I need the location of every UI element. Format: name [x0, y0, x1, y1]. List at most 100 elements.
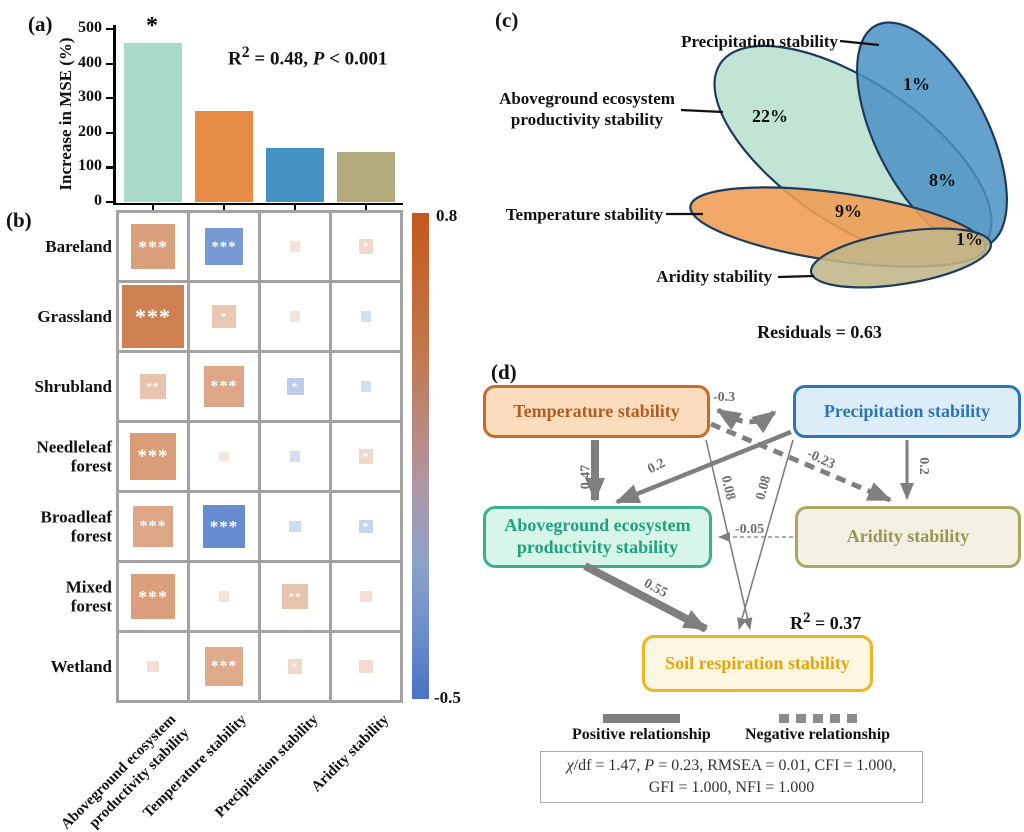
matrix-cell [332, 353, 400, 420]
venn-pct-overlap: 8% [929, 170, 956, 190]
colorbar-max-label: 0.8 [436, 206, 458, 225]
matrix-cell-square [289, 311, 301, 322]
bar-1 [124, 42, 182, 202]
matrix-cell [332, 633, 400, 700]
matrix-cell: ** [119, 353, 187, 420]
legend-positive-label: Positive relationship [572, 726, 711, 743]
panel-a-tag: (a) [28, 12, 53, 36]
legend-negative-label: Negative relationship [745, 726, 891, 743]
matrix-row-label: Mixed forest [65, 576, 112, 616]
matrix-cell-square [147, 660, 159, 673]
sem-arrow-temp-precip [716, 407, 777, 434]
panel-a-y-axis [113, 25, 116, 205]
matrix-cell-square: * [358, 239, 374, 254]
sem-coef-temp-precip: -0.3 [713, 390, 736, 405]
matrix-cell-square: *** [202, 505, 246, 548]
panel-c-tag: (c) [495, 8, 519, 32]
matrix-cell: *** [119, 213, 187, 280]
y-tick-label: 400 [78, 53, 102, 71]
y-tick [106, 201, 114, 204]
sem-coef-aridity-aep: -0.05 [735, 522, 765, 537]
y-tick-label: 0 [94, 192, 102, 209]
matrix-cell-square [289, 520, 301, 533]
venn-label-precipitation: Precipitation stability [681, 32, 838, 51]
matrix-cell-square [360, 590, 372, 603]
matrix-cell-square [289, 241, 301, 252]
matrix-cell-square: *** [121, 285, 185, 348]
matrix-cell-square: ** [282, 583, 308, 610]
sem-box-soil: Soil respiration stability [642, 635, 873, 692]
matrix-cell [332, 283, 400, 350]
y-tick [106, 166, 114, 169]
matrix-cell-square: *** [129, 433, 177, 480]
matrix-cell: *** [119, 493, 187, 560]
x-tick [223, 205, 226, 211]
colorbar-min-label: -0.5 [434, 688, 461, 707]
y-tick [106, 62, 114, 65]
matrix-row-label: Needleleaf forest [36, 436, 112, 476]
y-tick [106, 97, 114, 100]
colorbar [412, 213, 429, 699]
matrix-cell-square [360, 311, 372, 322]
panel-a-annotation: R2 = 0.48, P < 0.001 [228, 44, 388, 70]
matrix-cell: * [332, 213, 400, 280]
matrix-cell-square: ** [140, 373, 166, 400]
matrix-cell: *** [190, 633, 258, 700]
fit-statistics-box: χ/df = 1.47, P = 0.23, RMSEA = 0.01, CFI… [540, 751, 923, 803]
fit-statistics-line1: χ/df = 1.47, P = 0.23, RMSEA = 0.01, CFI… [566, 757, 897, 775]
matrix-cell: *** [119, 283, 187, 350]
panel-a-x-axis [113, 202, 403, 205]
x-tick [294, 205, 297, 211]
matrix-cell-square: *** [130, 574, 176, 619]
venn-pct-temp: 9% [835, 201, 862, 221]
matrix-cell-square: * [358, 449, 374, 464]
matrix-cell [261, 493, 329, 560]
matrix-cell-square [359, 659, 373, 674]
sem-box-aep: Aboveground ecosystem productivity stabi… [483, 506, 712, 568]
legend-positive-line [603, 714, 680, 723]
matrix-row-label: Grassland [37, 306, 112, 326]
matrix-cell-square [218, 591, 230, 602]
matrix-cell [261, 283, 329, 350]
sem-arrow-precip-soil [737, 439, 794, 630]
matrix-cell [332, 563, 400, 630]
venn-residuals: Residuals = 0.63 [757, 322, 882, 342]
sem-r2-label: R2 = 0.37 [790, 610, 862, 633]
matrix-cell-square: *** [130, 224, 176, 269]
matrix-row-label: Wetland [50, 656, 112, 676]
venn-label-temperature: Temperature stability [505, 205, 663, 224]
sem-box-temp: Temperature stability [483, 385, 710, 438]
panel-d-tag: (d) [491, 360, 517, 384]
matrix-cell-square: *** [203, 366, 245, 407]
y-tick-label: 500 [78, 19, 102, 36]
matrix-cell: * [332, 423, 400, 490]
matrix-cell-square: * [212, 304, 236, 329]
sem-arrow-aep-soil [583, 562, 708, 633]
bar-significance: * [146, 12, 158, 39]
matrix-cell [261, 213, 329, 280]
venn-label-aep: Aboveground ecosystem productivity stabi… [499, 89, 675, 130]
x-tick [365, 205, 368, 211]
matrix-cell: *** [119, 563, 187, 630]
matrix-cell-square: *** [204, 647, 244, 686]
matrix-row-label: Bareland [45, 236, 112, 256]
matrix-cell: *** [190, 213, 258, 280]
y-tick [106, 28, 114, 31]
y-tick [106, 131, 114, 134]
bar-3 [266, 148, 324, 202]
matrix-cell: *** [190, 493, 258, 560]
sem-arrow-temp-aridity [710, 421, 892, 503]
matrix-cell-square [360, 381, 372, 392]
matrix-cell-square [289, 451, 301, 462]
matrix-cell: * [261, 633, 329, 700]
matrix-cell-square: *** [205, 227, 243, 266]
venn-pct-aep: 22% [752, 106, 788, 126]
x-tick [152, 205, 155, 211]
y-tick-label: 200 [78, 122, 102, 140]
venn-connector-lines [666, 39, 880, 279]
sem-box-precip: Precipitation stability [793, 385, 1021, 438]
matrix-row-label: Shrubland [34, 376, 113, 396]
